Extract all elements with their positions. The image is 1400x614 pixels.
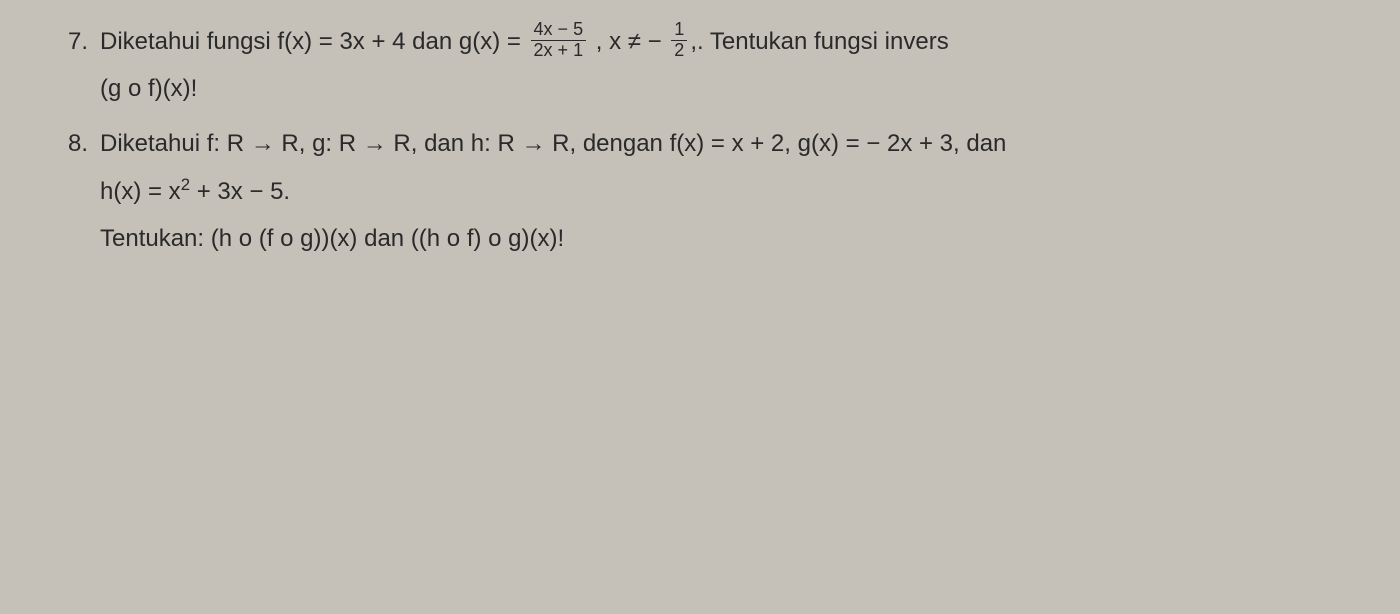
- problem-line: h(x) = x2 + 3x − 5.: [100, 170, 1340, 213]
- fraction-denominator: 2: [671, 41, 687, 61]
- problem-line: Diketahui f: R → R, g: R → R, dan h: R →…: [100, 122, 1340, 165]
- fraction: 4x − 52x + 1: [531, 20, 587, 61]
- text-segment: ,. Tentukan fungsi invers: [690, 28, 948, 55]
- problem-2: 8.Diketahui f: R → R, g: R → R, dan h: R…: [60, 122, 1340, 264]
- problem-1: 7.Diketahui fungsi f(x) = 3x + 4 dan g(x…: [60, 20, 1340, 114]
- problem-line: Tentukan: (h o (f o g))(x) dan ((h o f) …: [100, 217, 1340, 260]
- fraction-denominator: 2x + 1: [531, 41, 587, 61]
- text-segment: Diketahui fungsi f(x) = 3x + 4 dan g(x) …: [100, 28, 528, 55]
- fraction-numerator: 4x − 5: [531, 20, 587, 41]
- text-segment: h(x) = x2 + 3x − 5.: [100, 178, 290, 205]
- text-segment: , x ≠ −: [589, 28, 668, 55]
- problem-line: Diketahui fungsi f(x) = 3x + 4 dan g(x) …: [100, 20, 1340, 63]
- problem-number: 8.: [60, 122, 100, 264]
- problems-container: 7.Diketahui fungsi f(x) = 3x + 4 dan g(x…: [60, 20, 1340, 264]
- problem-line: (g o f)(x)!: [100, 67, 1340, 110]
- problem-number: 7.: [60, 20, 100, 114]
- text-segment: Diketahui f: R → R, g: R → R, dan h: R →…: [100, 130, 1006, 157]
- text-segment: (g o f)(x)!: [100, 75, 197, 102]
- fraction: 12: [671, 20, 687, 61]
- problem-content: Diketahui fungsi f(x) = 3x + 4 dan g(x) …: [100, 20, 1340, 114]
- fraction-numerator: 1: [671, 20, 687, 41]
- text-segment: Tentukan: (h o (f o g))(x) dan ((h o f) …: [100, 225, 564, 252]
- problem-content: Diketahui f: R → R, g: R → R, dan h: R →…: [100, 122, 1340, 264]
